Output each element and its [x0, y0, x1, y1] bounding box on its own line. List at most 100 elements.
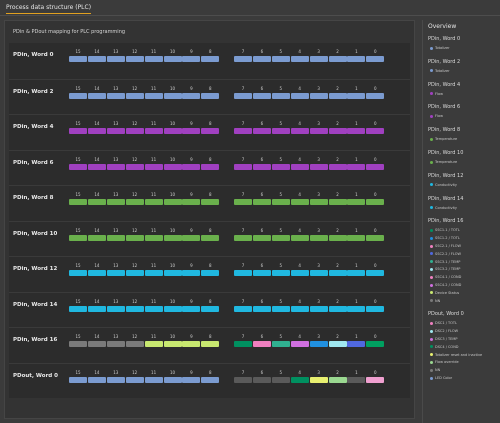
- bit-number: 15: [75, 263, 81, 268]
- bit-number: 2: [336, 334, 339, 339]
- bit-cell: 6: [252, 368, 271, 388]
- bit-number: 4: [298, 85, 301, 91]
- legend-label: Temperature: [435, 160, 458, 164]
- bit-cell: 1: [347, 368, 366, 388]
- bit-color-swatch: [87, 341, 106, 347]
- bit-cell: 7: [234, 155, 252, 175]
- bit-cell: 4: [290, 47, 309, 67]
- bit-cell: 3: [309, 190, 328, 210]
- bit-number: 10: [169, 156, 176, 162]
- bit-cell: 14: [87, 226, 106, 246]
- bit-number: 15: [75, 49, 81, 54]
- overview-section-title: PDin, Word 8: [428, 127, 461, 134]
- bit-number: 12: [132, 263, 138, 268]
- bit-cell: 3: [309, 47, 328, 67]
- tab-process-data-structure[interactable]: Process data structure (PLC): [6, 4, 92, 14]
- bit-number: 0: [374, 85, 377, 91]
- legend-label: SSC2.1 / FLOW: [435, 244, 461, 248]
- bit-number: 7: [241, 334, 245, 339]
- bit-cell: 13: [106, 332, 125, 352]
- bit-number: 5: [279, 263, 283, 268]
- legend-dot-icon: [430, 236, 433, 240]
- bit-color-swatch: [234, 305, 252, 312]
- bit-cell: 2: [328, 261, 347, 281]
- bit-cell: 5: [271, 332, 290, 352]
- bit-cell: 3: [309, 226, 328, 246]
- bit-cell: 10: [163, 297, 182, 317]
- bit-color-swatch: [309, 234, 328, 241]
- bit-cell: 3: [309, 332, 328, 352]
- bit-cell: 9: [182, 119, 201, 139]
- bit-color-swatch: [271, 92, 290, 99]
- bit-color-swatch: [271, 305, 290, 312]
- high-byte-group: 15 14 13 12 11 10 9 8: [69, 47, 220, 67]
- legend-label: NN: [435, 298, 441, 303]
- bit-number: 11: [151, 298, 157, 304]
- bit-number: 7: [241, 298, 245, 304]
- bit-color-swatch: [271, 56, 290, 62]
- legend-label: SSC1.1 / TOTL: [435, 228, 460, 233]
- overview-section-title: PDin, Word 12: [428, 172, 464, 179]
- legend-dot-icon: [430, 329, 433, 333]
- overview-section-title: PDin, Word 2: [428, 58, 461, 65]
- low-byte-group: 7 6 5 4 3 2 1 0: [234, 297, 385, 317]
- legend-label: DSC1 / TOTL: [435, 321, 457, 326]
- bit-number: 2: [336, 49, 339, 54]
- bit-cell: 0: [366, 226, 385, 246]
- bit-cell: 9: [182, 368, 201, 388]
- bit-cell: 5: [271, 119, 290, 139]
- bit-cell: 11: [144, 226, 163, 246]
- bit-number: 0: [374, 121, 377, 126]
- row-label: PDin, Word 4: [13, 124, 54, 130]
- mapping-row: PDin, Word 14 15 14 13 12 11 10 9 8 7 6 5 4 3 2 1 0: [9, 291, 410, 320]
- bit-number: 12: [132, 121, 138, 126]
- mapping-table: PDin, Word 0 15 14 13 12 11 10 9 8 7 6 5 4 3 2 1 0 PDin, …: [9, 43, 410, 398]
- legend-label: Flow: [435, 114, 443, 119]
- overview-section-title: PDin, Word 10: [428, 150, 464, 156]
- bit-color-swatch: [87, 270, 106, 276]
- bit-number: 15: [75, 85, 81, 91]
- bit-cell: 15: [69, 261, 87, 281]
- bit-color-swatch: [125, 341, 144, 347]
- bit-color-swatch: [182, 341, 201, 347]
- bit-cell: 7: [234, 226, 252, 246]
- bit-cell: 14: [87, 190, 106, 210]
- bit-cell: 2: [328, 84, 347, 104]
- high-byte-group: 15 14 13 12 11 10 9 8: [69, 190, 220, 210]
- bit-number: 11: [151, 49, 157, 54]
- bit-number: 1: [355, 227, 358, 233]
- row-label: PDin, Word 6: [13, 159, 54, 166]
- legend-label: SSC4.1 / COND: [435, 275, 462, 280]
- bit-number: 12: [132, 49, 138, 54]
- bit-color-swatch: [271, 341, 290, 347]
- bit-color-swatch: [144, 376, 163, 383]
- bit-color-swatch: [328, 163, 347, 170]
- bit-color-swatch: [252, 270, 271, 276]
- bit-color-swatch: [234, 376, 252, 383]
- bit-number: 11: [151, 85, 157, 91]
- bit-number: 1: [355, 192, 358, 197]
- bit-number: 4: [298, 227, 301, 233]
- bit-cell: 13: [106, 119, 125, 139]
- low-byte-group: 7 6 5 4 3 2 1 0: [234, 47, 385, 67]
- bit-color-swatch: [366, 92, 385, 99]
- bit-number: 13: [113, 369, 119, 375]
- bit-color-swatch: [182, 305, 201, 312]
- bit-cell: 6: [252, 226, 271, 246]
- bit-cell: 6: [252, 84, 271, 104]
- bit-color-swatch: [366, 270, 385, 276]
- bit-color-swatch: [106, 376, 125, 383]
- overview-title: Overview: [428, 23, 457, 30]
- bit-color-swatch: [347, 305, 366, 312]
- bit-color-swatch: [106, 234, 125, 241]
- legend-label: DSC2 / FLOW: [435, 329, 459, 334]
- bit-color-swatch: [366, 56, 385, 62]
- bit-color-swatch: [201, 199, 220, 205]
- bit-cell: 12: [125, 297, 144, 317]
- overview-section-title: PDin, Word 4: [428, 81, 461, 88]
- bit-color-swatch: [125, 128, 144, 134]
- bit-cell: 11: [144, 368, 163, 388]
- legend-label: Totalizer: [435, 68, 450, 73]
- bit-number: 3: [317, 334, 320, 339]
- bit-number: 4: [298, 334, 301, 339]
